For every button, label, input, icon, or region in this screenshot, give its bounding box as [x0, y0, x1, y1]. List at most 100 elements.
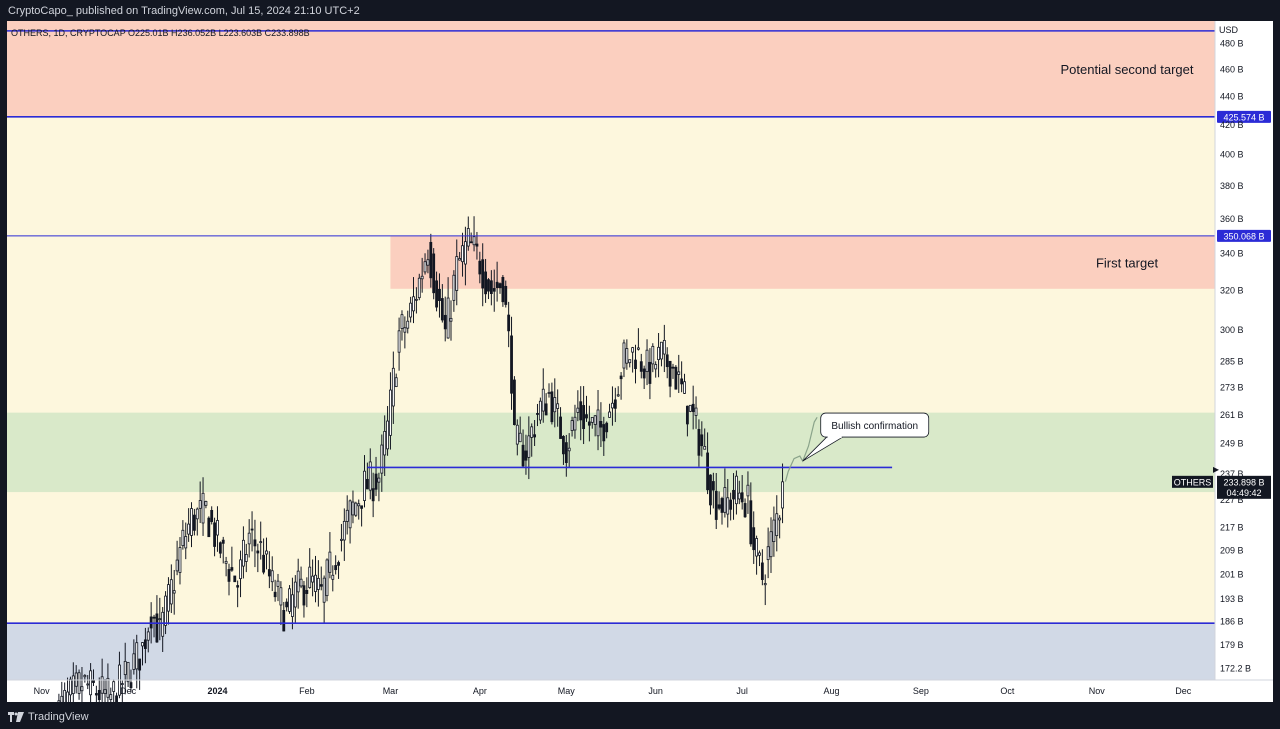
- candle-body: [760, 562, 764, 580]
- candle-body: [325, 559, 329, 597]
- candle-body: [564, 442, 568, 463]
- currency-label: USD: [1219, 25, 1239, 35]
- candle-body: [423, 261, 427, 273]
- candle-body: [567, 447, 571, 452]
- candle: [478, 251, 482, 284]
- candle-body: [146, 631, 150, 641]
- price-tick-label: 201 B: [1220, 569, 1244, 579]
- candle: [345, 495, 349, 535]
- candle-body: [700, 434, 704, 447]
- candle: [527, 416, 531, 480]
- candle: [86, 675, 90, 690]
- candle: [685, 405, 689, 437]
- candle-body: [224, 560, 228, 564]
- candle: [218, 541, 222, 559]
- candle: [665, 347, 669, 379]
- candle-body: [94, 693, 98, 696]
- candle: [164, 591, 167, 635]
- candle-body: [69, 678, 72, 696]
- candle: [501, 275, 505, 307]
- chart-area[interactable]: Potential second target First target 425.…: [7, 21, 1273, 702]
- candle-body: [256, 550, 260, 554]
- candlestick-chart[interactable]: Potential second target First target 425.…: [7, 21, 1273, 702]
- candle-body: [420, 275, 424, 280]
- candle-body: [207, 517, 211, 538]
- candle: [178, 537, 182, 585]
- candle-body: [579, 401, 583, 421]
- candle-body: [510, 335, 513, 394]
- candle-body: [198, 500, 202, 509]
- candle-body: [227, 569, 231, 582]
- time-tick-label: Jul: [736, 686, 748, 696]
- time-axis[interactable]: Nov Dec 2024 Feb Mar Apr May Jun Jul Aug Sep Oct Nov…: [7, 679, 1273, 696]
- candle-body: [665, 354, 669, 368]
- candle: [120, 680, 124, 702]
- candle: [636, 328, 640, 351]
- candle-body: [570, 420, 574, 431]
- price-tick-label: 340 B: [1220, 249, 1244, 259]
- price-tick-label: 217 B: [1220, 523, 1244, 533]
- candle-body: [469, 241, 473, 244]
- candle-body: [766, 546, 770, 561]
- candle-body: [167, 584, 170, 612]
- price-axis[interactable]: 480 B 460 B 440 B 420 B 400 B 380 B 360 B 340 B…: [1172, 21, 1271, 680]
- candle: [380, 434, 384, 492]
- zones-layer: Potential second target First target: [7, 21, 1215, 680]
- candle: [760, 549, 764, 586]
- candle: [452, 270, 456, 312]
- first-target-zone: [390, 235, 1215, 289]
- price-tick-label: 420 B: [1220, 120, 1244, 130]
- candle: [492, 269, 496, 312]
- candle: [69, 676, 72, 702]
- candle: [126, 661, 130, 688]
- candle-body: [729, 499, 733, 510]
- time-tick-label: Nov: [34, 686, 51, 696]
- price-tick-label: 172.2 B: [1220, 664, 1251, 674]
- candle: [746, 471, 750, 514]
- candle: [331, 565, 335, 592]
- candle: [123, 642, 127, 695]
- candle: [541, 368, 545, 423]
- candle-body: [550, 391, 554, 423]
- candle-body: [210, 509, 214, 522]
- candle: [697, 419, 701, 467]
- candle-body: [711, 481, 715, 491]
- candle-body: [628, 359, 632, 364]
- candle: [115, 692, 118, 702]
- candle-body: [106, 677, 110, 698]
- candle-body: [709, 474, 712, 506]
- candle: [489, 270, 493, 306]
- candle-body: [244, 554, 248, 562]
- candle: [155, 595, 159, 643]
- candle-body: [429, 241, 433, 279]
- current-price-tag: [1217, 475, 1271, 499]
- candle: [66, 677, 69, 702]
- candle-body: [481, 259, 485, 289]
- candle: [227, 563, 231, 596]
- candle-body: [331, 574, 335, 580]
- candle: [239, 550, 242, 598]
- candle: [80, 666, 84, 702]
- time-tick-label: Sep: [913, 686, 929, 696]
- candle-body: [613, 399, 617, 409]
- candle-body: [455, 256, 459, 291]
- candle: [357, 499, 361, 520]
- candle: [94, 685, 98, 702]
- candle: [314, 555, 317, 603]
- price-tick-label: 480 B: [1220, 38, 1244, 48]
- candle: [536, 403, 539, 427]
- candle-body: [253, 539, 257, 547]
- candle: [429, 233, 433, 288]
- candle-body: [386, 420, 389, 450]
- candle: [282, 601, 286, 632]
- candle: [267, 551, 271, 589]
- candle: [167, 577, 170, 625]
- candle: [709, 474, 712, 515]
- candle: [394, 373, 398, 388]
- candle-body: [230, 567, 234, 571]
- candle: [593, 415, 597, 437]
- candle-body: [218, 542, 222, 554]
- candle: [316, 560, 320, 607]
- candle: [383, 415, 387, 477]
- candle-body: [478, 260, 482, 275]
